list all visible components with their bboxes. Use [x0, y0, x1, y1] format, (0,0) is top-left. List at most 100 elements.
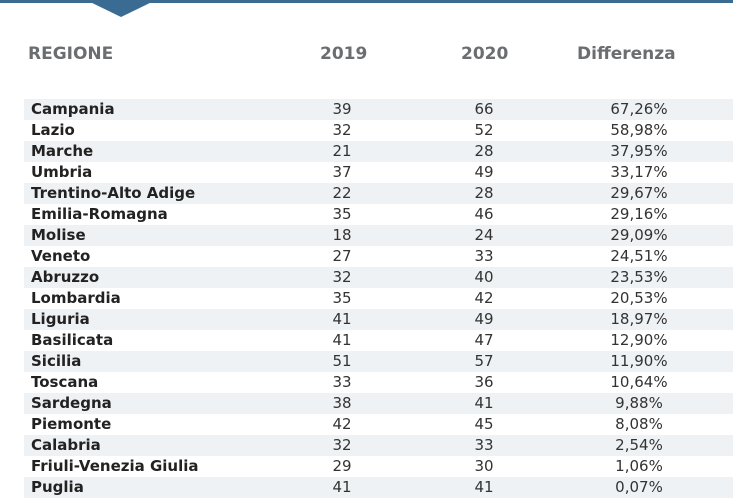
value-2020-cell: 47 — [474, 331, 494, 349]
value-2019-cell: 33 — [332, 373, 352, 391]
table-row: Trentino-Alto Adige 22 28 29,67% — [24, 183, 733, 204]
region-cell: Basilicata — [31, 331, 114, 349]
table-row: Puglia 41 41 0,07% — [24, 477, 733, 498]
value-2019-cell: 41 — [332, 478, 352, 496]
value-2020-cell: 49 — [474, 310, 494, 328]
table-row: Veneto 27 33 24,51% — [24, 246, 733, 267]
difference-cell: 58,98% — [610, 121, 668, 139]
table-row: Piemonte 42 45 8,08% — [24, 414, 733, 435]
value-2020-cell: 33 — [474, 436, 494, 454]
table-row: Basilicata 41 47 12,90% — [24, 330, 733, 351]
table-header: REGIONE 2019 2020 Differenza — [0, 42, 733, 66]
region-cell: Lazio — [31, 121, 75, 139]
value-2019-cell: 37 — [332, 163, 352, 181]
value-2019-cell: 39 — [332, 100, 352, 118]
table-body: Campania 39 66 67,26% Lazio 32 52 58,98% Marche 2… — [24, 99, 733, 498]
value-2020-cell: 41 — [474, 394, 494, 412]
region-cell: Puglia — [31, 478, 84, 496]
difference-cell: 33,17% — [610, 163, 668, 181]
difference-cell: 20,53% — [610, 289, 668, 307]
table-row: Emilia-Romagna 35 46 29,16% — [24, 204, 733, 225]
difference-cell: 29,67% — [610, 184, 668, 202]
value-2020-cell: 36 — [474, 373, 494, 391]
value-2020-cell: 52 — [474, 121, 494, 139]
value-2020-cell: 46 — [474, 205, 494, 223]
value-2020-cell: 49 — [474, 163, 494, 181]
region-cell: Trentino-Alto Adige — [31, 184, 196, 202]
table-row: Abruzzo 32 40 23,53% — [24, 267, 733, 288]
table-row: Toscana 33 36 10,64% — [24, 372, 733, 393]
difference-cell: 11,90% — [610, 352, 668, 370]
value-2020-cell: 66 — [474, 100, 494, 118]
difference-cell: 9,88% — [615, 394, 663, 412]
region-cell: Veneto — [31, 247, 91, 265]
value-2020-cell: 41 — [474, 478, 494, 496]
region-cell: Emilia-Romagna — [31, 205, 168, 223]
value-2019-cell: 18 — [332, 226, 352, 244]
difference-cell: 8,08% — [615, 415, 663, 433]
table-row: Sardegna 38 41 9,88% — [24, 393, 733, 414]
table-row: Marche 21 28 37,95% — [24, 141, 733, 162]
region-cell: Marche — [31, 142, 94, 160]
region-cell: Toscana — [31, 373, 99, 391]
value-2019-cell: 51 — [332, 352, 352, 370]
difference-cell: 37,95% — [610, 142, 668, 160]
difference-cell: 18,97% — [610, 310, 668, 328]
region-cell: Sicilia — [31, 352, 82, 370]
table-row: Lombardia 35 42 20,53% — [24, 288, 733, 309]
difference-cell: 10,64% — [610, 373, 668, 391]
region-cell: Umbria — [31, 163, 93, 181]
table-row: Calabria 32 33 2,54% — [24, 435, 733, 456]
value-2019-cell: 27 — [332, 247, 352, 265]
difference-cell: 24,51% — [610, 247, 668, 265]
value-2020-cell: 42 — [474, 289, 494, 307]
difference-cell: 23,53% — [610, 268, 668, 286]
value-2020-cell: 57 — [474, 352, 494, 370]
value-2019-cell: 21 — [332, 142, 352, 160]
region-cell: Piemonte — [31, 415, 112, 433]
value-2019-cell: 32 — [332, 268, 352, 286]
region-cell: Abruzzo — [31, 268, 100, 286]
value-2019-cell: 32 — [332, 436, 352, 454]
table-row: Liguria 41 49 18,97% — [24, 309, 733, 330]
top-accent-bar — [0, 0, 733, 3]
value-2019-cell: 32 — [332, 121, 352, 139]
column-header-2019: 2019 — [320, 44, 368, 64]
region-cell: Campania — [31, 100, 115, 118]
table-row: Lazio 32 52 58,98% — [24, 120, 733, 141]
difference-cell: 12,90% — [610, 331, 668, 349]
region-cell: Friuli-Venezia Giulia — [31, 457, 199, 475]
difference-cell: 29,16% — [610, 205, 668, 223]
column-header-region: REGIONE — [28, 44, 114, 64]
region-cell: Sardegna — [31, 394, 112, 412]
value-2020-cell: 30 — [474, 457, 494, 475]
difference-cell: 2,54% — [615, 436, 663, 454]
difference-cell: 29,09% — [610, 226, 668, 244]
value-2019-cell: 41 — [332, 331, 352, 349]
value-2020-cell: 28 — [474, 184, 494, 202]
table-row: Umbria 37 49 33,17% — [24, 162, 733, 183]
column-header-2020: 2020 — [461, 44, 509, 64]
difference-cell: 67,26% — [610, 100, 668, 118]
value-2019-cell: 22 — [332, 184, 352, 202]
column-header-difference: Differenza — [577, 44, 676, 64]
region-cell: Lombardia — [31, 289, 121, 307]
region-cell: Molise — [31, 226, 86, 244]
table-row: Sicilia 51 57 11,90% — [24, 351, 733, 372]
value-2019-cell: 35 — [332, 205, 352, 223]
value-2020-cell: 40 — [474, 268, 494, 286]
table-row: Molise 18 24 29,09% — [24, 225, 733, 246]
table-row: Friuli-Venezia Giulia 29 30 1,06% — [24, 456, 733, 477]
difference-cell: 1,06% — [615, 457, 663, 475]
value-2019-cell: 38 — [332, 394, 352, 412]
value-2019-cell: 29 — [332, 457, 352, 475]
header-tab-marker — [86, 0, 156, 17]
value-2020-cell: 28 — [474, 142, 494, 160]
region-cell: Calabria — [31, 436, 101, 454]
value-2019-cell: 41 — [332, 310, 352, 328]
value-2019-cell: 42 — [332, 415, 352, 433]
difference-cell: 0,07% — [615, 478, 663, 496]
value-2020-cell: 45 — [474, 415, 494, 433]
value-2020-cell: 24 — [474, 226, 494, 244]
region-cell: Liguria — [31, 310, 90, 328]
